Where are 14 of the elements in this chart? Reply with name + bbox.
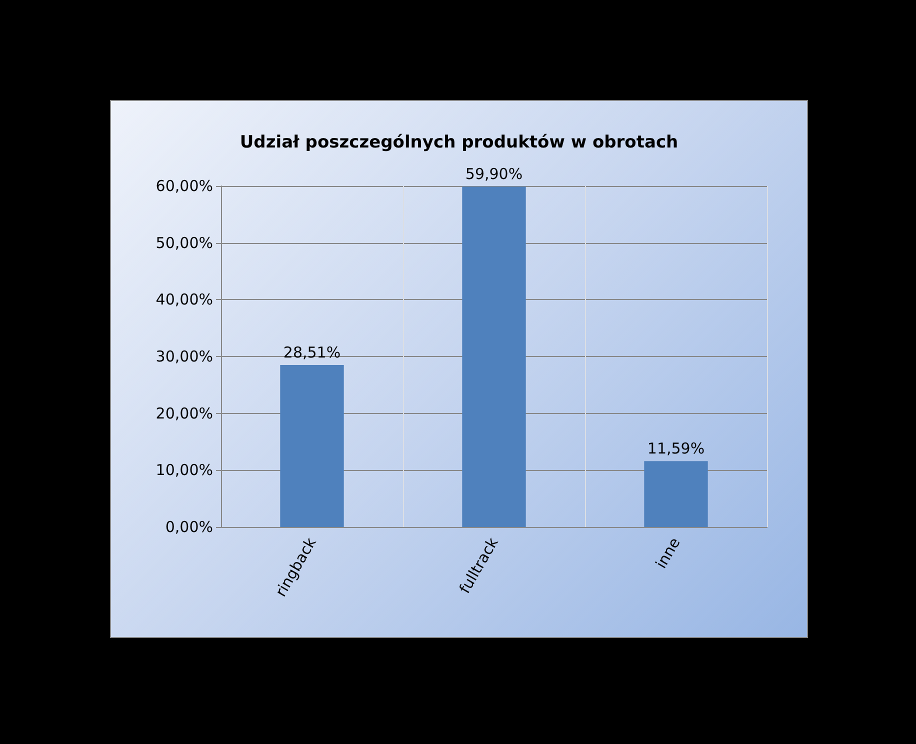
bar <box>644 461 708 527</box>
data-label: 28,51% <box>283 343 341 362</box>
bar <box>462 186 526 527</box>
chart-title: Udział poszczególnych produktów w obrotach <box>240 132 678 152</box>
y-tick-label: 60,00% <box>156 177 213 195</box>
y-tick-label: 20,00% <box>156 404 213 422</box>
y-tick-label: 10,00% <box>156 461 213 480</box>
data-label: 59,90% <box>465 165 523 184</box>
y-tick-label: 40,00% <box>156 290 213 309</box>
bar <box>280 364 344 527</box>
y-tick-label: 30,00% <box>156 348 213 366</box>
y-tick-label: 50,00% <box>156 234 213 252</box>
y-tick-label: 0,00% <box>165 518 213 536</box>
data-label: 11,59% <box>647 440 705 458</box>
